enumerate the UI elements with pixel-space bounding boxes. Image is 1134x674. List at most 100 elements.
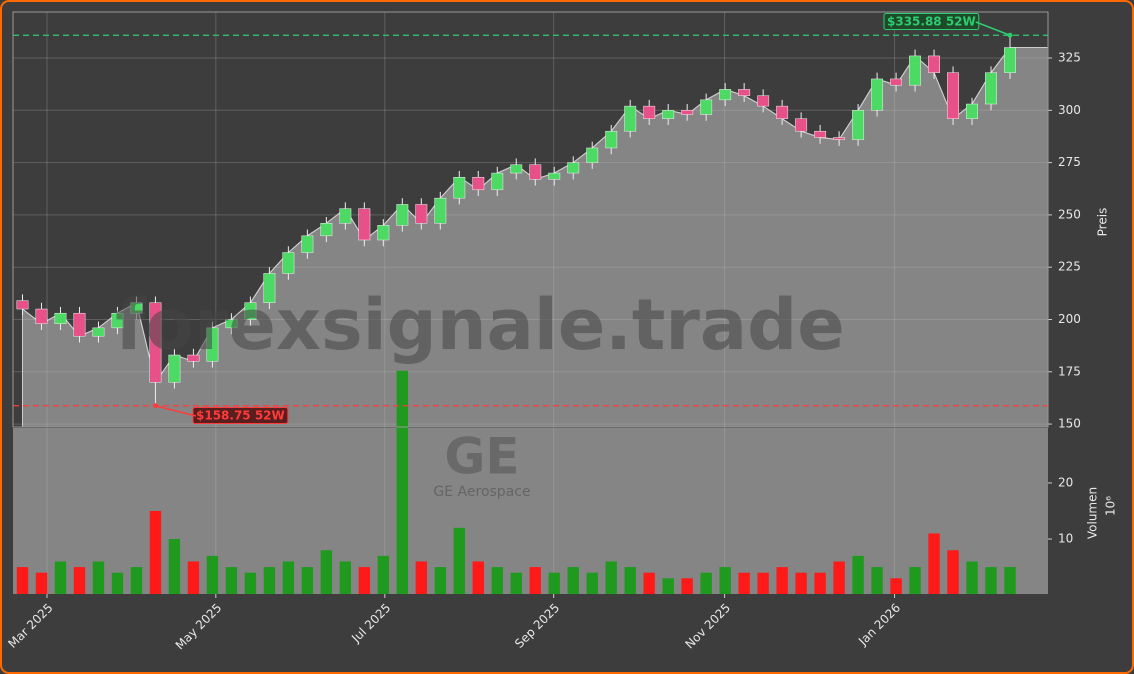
volume-tick-label: 10	[1058, 532, 1073, 546]
candle-body	[339, 208, 352, 224]
candle-body	[453, 176, 466, 199]
volume-bar	[662, 578, 674, 594]
volume-bar	[130, 567, 143, 594]
level-label-box	[883, 13, 980, 30]
candle-body	[567, 162, 580, 174]
volume-bar	[206, 555, 219, 594]
candle-body	[966, 103, 978, 119]
watermark: forexsignale.trade	[115, 284, 844, 366]
volume-bar	[263, 567, 276, 594]
candle-body	[814, 130, 827, 138]
volume-bar	[472, 561, 484, 594]
candle-body	[35, 308, 48, 324]
volume-bar	[529, 567, 541, 594]
candle-body	[928, 55, 941, 73]
volume-bar	[73, 567, 86, 594]
candle-body	[434, 197, 447, 224]
volume-bar	[985, 567, 997, 594]
volume-bar	[738, 572, 750, 594]
volume-bar	[700, 572, 712, 594]
volume-bar	[890, 578, 902, 594]
candle-body	[795, 118, 808, 132]
volume-bar	[244, 572, 257, 594]
volume-bar	[396, 370, 409, 594]
candle-body	[890, 78, 903, 86]
volume-bar	[453, 527, 465, 594]
candle-body	[985, 72, 997, 105]
volume-bar	[491, 567, 503, 594]
candle-body	[491, 172, 504, 191]
volume-panel	[13, 428, 1048, 594]
candle-body	[320, 223, 333, 237]
volume-bar	[852, 555, 864, 594]
volume-bar	[681, 578, 693, 594]
candle-body	[206, 327, 219, 362]
candle-body	[548, 172, 561, 180]
candle-body	[225, 319, 238, 329]
volume-scale-label: 10⁶	[1104, 496, 1118, 516]
y-tick-label: 250	[1058, 207, 1081, 221]
candle-body	[149, 302, 162, 383]
volume-bar	[966, 561, 978, 594]
candle-body	[871, 78, 884, 111]
candle-body	[586, 147, 599, 163]
volume-bar	[358, 567, 371, 594]
candle-body	[73, 312, 86, 337]
candle-body	[111, 312, 124, 329]
volume-bar	[833, 561, 845, 594]
volume-bar	[795, 572, 807, 594]
volume-bar	[1004, 567, 1016, 594]
candle-body	[833, 137, 846, 140]
candle-body	[776, 105, 789, 119]
volume-bar	[510, 572, 522, 594]
y-tick-label: 325	[1058, 51, 1081, 65]
volume-bar	[548, 572, 560, 594]
volume-bar	[187, 561, 200, 594]
volume-bar	[434, 567, 446, 594]
candle-body	[510, 164, 523, 174]
volume-bar	[586, 572, 598, 594]
volume-bar	[301, 567, 314, 594]
level-arrow	[155, 405, 197, 417]
volume-bar	[605, 561, 617, 594]
volume-axis-label: Volumen	[1086, 487, 1100, 539]
candle-body	[263, 273, 276, 304]
y-axis-label: Preis	[1096, 208, 1110, 237]
candle-body	[130, 302, 143, 314]
candle-body	[852, 110, 865, 140]
company-watermark: GE Aerospace	[433, 484, 530, 500]
candle-body	[662, 110, 675, 119]
y-tick-label: 225	[1058, 260, 1081, 274]
candle-body	[187, 354, 200, 362]
candle-body	[92, 327, 105, 337]
candle-body	[757, 95, 770, 107]
volume-bar	[624, 567, 636, 594]
candle-body	[301, 235, 314, 253]
volume-bar	[168, 539, 181, 594]
volume-bar	[928, 533, 940, 594]
volume-bar	[377, 555, 390, 594]
candle-body	[643, 105, 656, 119]
candle-body	[377, 225, 390, 241]
y-tick-label: 150	[1058, 417, 1081, 431]
candle-body	[719, 89, 732, 101]
candle-body	[605, 130, 618, 149]
candle-body	[244, 302, 257, 320]
volume-bar	[871, 567, 883, 594]
candle-body	[738, 89, 751, 96]
candle-body	[700, 99, 713, 115]
candle-body	[16, 300, 29, 310]
candle-body	[358, 208, 371, 241]
volume-bar	[225, 567, 238, 594]
level-label: $158.75 52W	[196, 409, 285, 423]
y-tick-label: 300	[1058, 103, 1081, 117]
volume-bar	[320, 550, 333, 594]
volume-bar	[757, 572, 769, 594]
level-label: $335.88 52W	[887, 15, 976, 29]
y-tick-label: 175	[1058, 364, 1081, 378]
candle-body	[1004, 47, 1016, 73]
volume-bar	[16, 567, 29, 594]
candle-body	[168, 354, 181, 383]
candle-body	[909, 55, 922, 86]
